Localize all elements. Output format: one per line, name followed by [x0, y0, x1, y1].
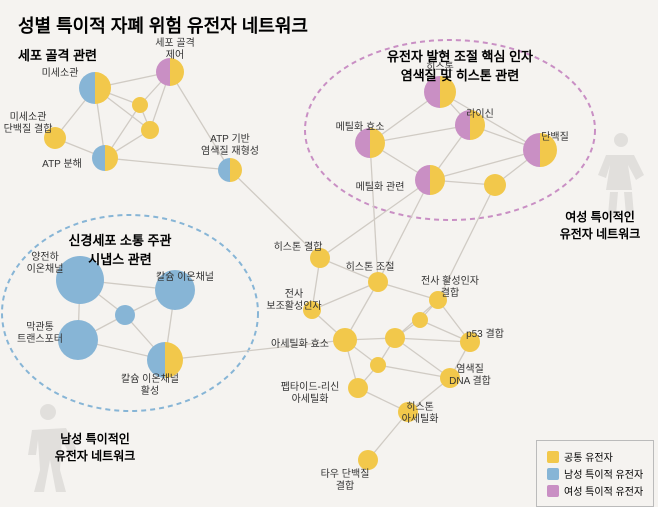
label-female-network: 여성 특이적인 유전자 네트워크 [500, 208, 658, 242]
node-c1 [310, 248, 330, 268]
node-label-m2: 칼슘 이온채널 [145, 272, 225, 284]
legend-label: 공통 유전자 [564, 449, 613, 464]
node-c9 [348, 378, 368, 398]
node-c8 [440, 368, 460, 388]
node-m3 [58, 320, 98, 360]
main-title: 성별 특이적 자폐 위험 유전자 네트워크 [18, 12, 308, 38]
node-f5 [415, 165, 445, 195]
legend-swatch [547, 451, 559, 463]
node-f2 [455, 110, 485, 140]
section-title-synapse: 신경세포 소통 주관 시냅스 관련 [20, 230, 220, 268]
node-n2 [156, 58, 184, 86]
node-label-f2: 라이신 [440, 109, 520, 121]
node-label-n3: 미세소관단백질 결합 [0, 112, 68, 136]
girl-silhouette [588, 130, 653, 220]
node-c13 [370, 357, 386, 373]
node-f3 [355, 128, 385, 158]
node-f6 [484, 174, 506, 196]
legend-row: 여성 특이적 유전자 [547, 483, 643, 498]
legend-row: 공통 유전자 [547, 449, 643, 464]
node-label-n4: ATP 분해 [22, 159, 102, 171]
node-label-c1: 히스톤 결합 [258, 242, 338, 254]
node-c6 [385, 328, 405, 348]
node-label-c10: 히스톤아세틸화 [380, 402, 460, 426]
node-label-c2: 히스톤 조절 [330, 262, 410, 274]
label-male-network: 남성 특이적인 유전자 네트워크 [0, 430, 195, 464]
section-title-cytoskeleton: 세포 골격 관련 [18, 45, 97, 64]
node-n3 [44, 127, 66, 149]
node-c7 [460, 332, 480, 352]
node-label-c4: 전사 활성인자결합 [410, 276, 490, 300]
label-male-network-l1: 남성 특이적인 [60, 432, 130, 446]
node-m4 [147, 342, 183, 378]
legend: 공통 유전자남성 특이적 유전자여성 특이적 유전자 [536, 440, 654, 507]
node-n5 [141, 121, 159, 139]
node-label-c11: 타우 단백질결합 [305, 469, 385, 493]
node-c12 [412, 312, 428, 328]
node-label-c3: 전사보조활성인자 [254, 289, 334, 313]
label-female-network-l1: 여성 특이적인 [565, 210, 635, 224]
node-c5 [333, 328, 357, 352]
node-label-m4: 칼슘 이온채널활성 [110, 374, 190, 398]
node-c11 [358, 450, 378, 470]
node-n6 [132, 97, 148, 113]
node-c2 [368, 272, 388, 292]
node-c10 [398, 402, 418, 422]
legend-label: 남성 특이적 유전자 [564, 466, 643, 481]
legend-label: 여성 특이적 유전자 [564, 483, 643, 498]
node-label-c9: 펩타이드-리신아세틸화 [270, 382, 350, 406]
node-c4 [429, 291, 447, 309]
section-title-chromatin-l1: 유전자 발현 조절 핵심 인자 [387, 49, 533, 64]
node-label-f4: 단백질 [515, 132, 595, 144]
legend-row: 남성 특이적 유전자 [547, 466, 643, 481]
label-female-network-l2: 유전자 네트워크 [560, 227, 641, 241]
node-label-c7: p53 결합 [445, 329, 525, 341]
section-title-chromatin: 유전자 발현 조절 핵심 인자 염색질 및 히스톤 관련 [360, 46, 560, 84]
legend-swatch [547, 468, 559, 480]
node-label-m3: 막관통트랜스포터 [0, 322, 80, 346]
node-c3 [303, 301, 321, 319]
node-label-n7: ATP 기반염색질 재형성 [190, 134, 270, 158]
node-label-n1: 미세소관 [20, 68, 100, 80]
node-label-c8: 염색질DNA 결합 [430, 364, 510, 388]
label-male-network-l2: 유전자 네트워크 [55, 449, 136, 463]
section-title-synapse-l2: 시냅스 관련 [88, 252, 151, 267]
node-n7 [218, 158, 242, 182]
node-label-n2: 세포 골격제어 [135, 38, 215, 62]
node-f4 [523, 133, 557, 167]
node-label-f3: 메틸화 효소 [320, 122, 400, 134]
section-title-synapse-l1: 신경세포 소통 주관 [69, 233, 172, 248]
section-title-chromatin-l2: 염색질 및 히스톤 관련 [401, 68, 519, 83]
node-n4 [92, 145, 118, 171]
node-label-f5: 메틸화 관련 [340, 182, 420, 194]
node-m2 [155, 270, 195, 310]
node-n1 [79, 72, 111, 104]
node-label-c5: 아세틸화 효소 [260, 339, 340, 351]
legend-swatch [547, 485, 559, 497]
node-m5 [115, 305, 135, 325]
